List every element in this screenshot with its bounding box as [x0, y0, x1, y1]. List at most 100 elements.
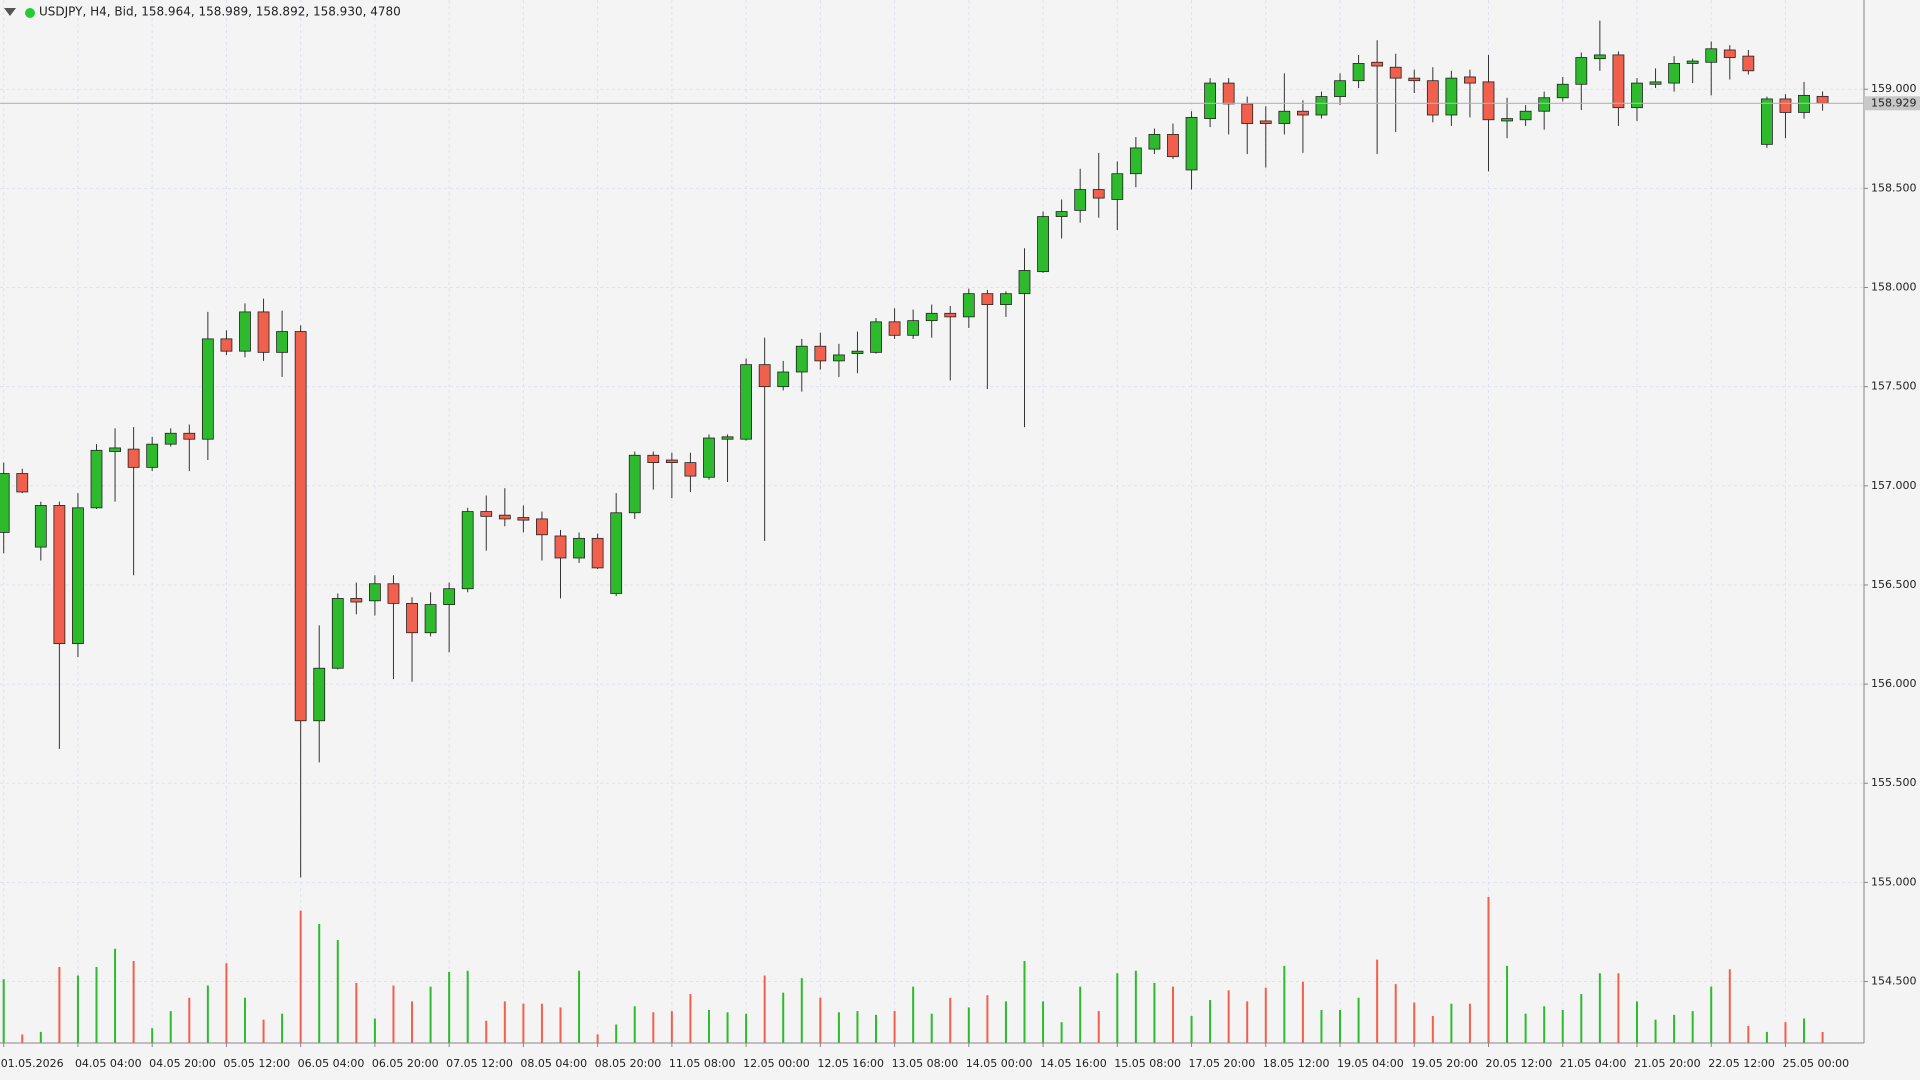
candle-body — [1037, 216, 1049, 273]
candle-body — [1445, 77, 1458, 116]
candle-body — [331, 598, 344, 669]
x-tick-label: 17.05 20:00 — [1189, 1057, 1256, 1070]
candle-body — [294, 331, 307, 722]
candle-body — [16, 473, 29, 493]
x-tick-label: 21.05 20:00 — [1634, 1057, 1701, 1070]
candle-body — [1315, 96, 1328, 116]
x-tick-label: 19.05 04:00 — [1337, 1057, 1404, 1070]
candle-body — [1167, 134, 1179, 158]
candle-body — [220, 338, 233, 352]
candle-body — [647, 454, 660, 464]
candle-body — [1501, 118, 1513, 122]
candle-body — [1148, 134, 1161, 150]
candle-body — [554, 535, 567, 559]
candle-body — [1185, 116, 1198, 171]
candle-body — [962, 293, 975, 318]
candle-body — [1761, 98, 1773, 145]
candle-body — [591, 537, 604, 569]
y-tick-label: 157.500 — [1871, 380, 1917, 393]
candle-body — [907, 320, 920, 336]
candle-body — [1111, 173, 1124, 200]
candle-body — [1297, 110, 1309, 116]
candle-body — [109, 447, 121, 452]
candle-body — [257, 311, 270, 353]
candle-body — [1519, 110, 1532, 121]
x-tick-label: 14.05 00:00 — [966, 1057, 1033, 1070]
candle-body — [758, 364, 771, 388]
x-tick-label: 13.05 08:00 — [892, 1057, 959, 1070]
x-tick-label: 12.05 16:00 — [817, 1057, 884, 1070]
candle-body — [1352, 63, 1365, 82]
x-tick-label: 08.05 20:00 — [595, 1057, 662, 1070]
candle-body — [944, 312, 957, 318]
candle-body — [1575, 57, 1588, 85]
candle-body — [665, 459, 678, 464]
candle-body — [1204, 82, 1216, 119]
candle-body — [1816, 95, 1829, 104]
candle-body — [239, 311, 251, 352]
candle-body — [703, 437, 715, 478]
candle-body — [461, 511, 474, 590]
candle-body — [1000, 293, 1012, 305]
candle-body — [350, 598, 363, 603]
x-tick-label: 20.05 12:00 — [1486, 1057, 1553, 1070]
candle-body — [814, 345, 827, 362]
candle-body — [1018, 270, 1031, 295]
y-tick-label: 156.500 — [1871, 578, 1917, 591]
grid — [0, 0, 1864, 1043]
x-tick-label: 01.05.2026 — [1, 1057, 64, 1070]
y-tick-label: 158.500 — [1871, 181, 1917, 194]
x-tick-label: 11.05 08:00 — [669, 1057, 736, 1070]
x-tick-label: 21.05 04:00 — [1560, 1057, 1627, 1070]
candle-body — [1686, 60, 1699, 64]
candle-body — [183, 432, 196, 440]
x-tick-label: 07.05 12:00 — [446, 1057, 513, 1070]
candle-body — [1742, 55, 1755, 72]
candle-body — [1538, 97, 1551, 112]
y-tick-label: 158.000 — [1871, 281, 1917, 294]
candle-body — [34, 505, 47, 548]
candle-body — [740, 364, 752, 440]
candle-body — [517, 517, 530, 521]
candle-body — [1371, 61, 1384, 67]
candle-body — [1259, 120, 1272, 124]
x-tick-label: 06.05 04:00 — [298, 1057, 365, 1070]
status-dot — [25, 8, 35, 18]
y-tick-label: 157.000 — [1871, 479, 1917, 492]
candle-body — [1241, 103, 1254, 124]
candle-body — [721, 436, 734, 440]
candle-body — [573, 537, 585, 559]
x-tick-label: 14.05 16:00 — [1040, 1057, 1107, 1070]
candle-body — [1426, 80, 1439, 116]
candle-body — [1593, 54, 1606, 60]
menu-arrow[interactable] — [4, 8, 16, 16]
candle-body — [981, 293, 994, 305]
candle-body — [628, 454, 641, 514]
candle-body — [833, 354, 845, 362]
candle-body — [1222, 82, 1235, 105]
candle-body — [536, 518, 548, 536]
candle-body — [684, 462, 697, 477]
candle-body — [888, 321, 901, 336]
candle-body — [313, 667, 326, 722]
candle-body — [1092, 189, 1105, 199]
x-tick-label: 22.05 12:00 — [1708, 1057, 1775, 1070]
x-tick-label: 18.05 12:00 — [1263, 1057, 1330, 1070]
x-tick-label: 04.05 04:00 — [75, 1057, 142, 1070]
candle-body — [1631, 82, 1643, 109]
y-tick-label: 159.000 — [1871, 82, 1917, 95]
candle-body — [1055, 211, 1068, 217]
candle-body — [1129, 147, 1142, 175]
y-tick-label: 155.000 — [1871, 875, 1917, 888]
x-tick-label: 15.05 08:00 — [1114, 1057, 1181, 1070]
candle-body — [406, 602, 418, 634]
candle-body — [1408, 77, 1421, 82]
candle-body — [480, 511, 493, 517]
candle-body — [276, 331, 289, 353]
candle-body — [53, 505, 66, 645]
candle-body — [1723, 49, 1736, 58]
candle-body — [146, 443, 159, 468]
